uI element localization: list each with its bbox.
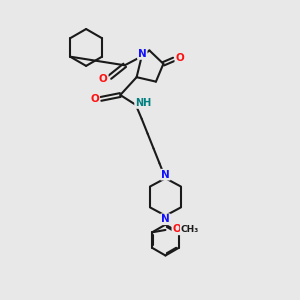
- Text: O: O: [175, 53, 184, 63]
- Text: NH: NH: [135, 98, 151, 108]
- Text: O: O: [90, 94, 99, 104]
- Text: O: O: [99, 74, 108, 84]
- Text: N: N: [161, 214, 170, 224]
- Text: N: N: [161, 170, 170, 180]
- Text: N: N: [138, 49, 147, 59]
- Text: CH₃: CH₃: [181, 225, 199, 234]
- Text: O: O: [172, 224, 181, 234]
